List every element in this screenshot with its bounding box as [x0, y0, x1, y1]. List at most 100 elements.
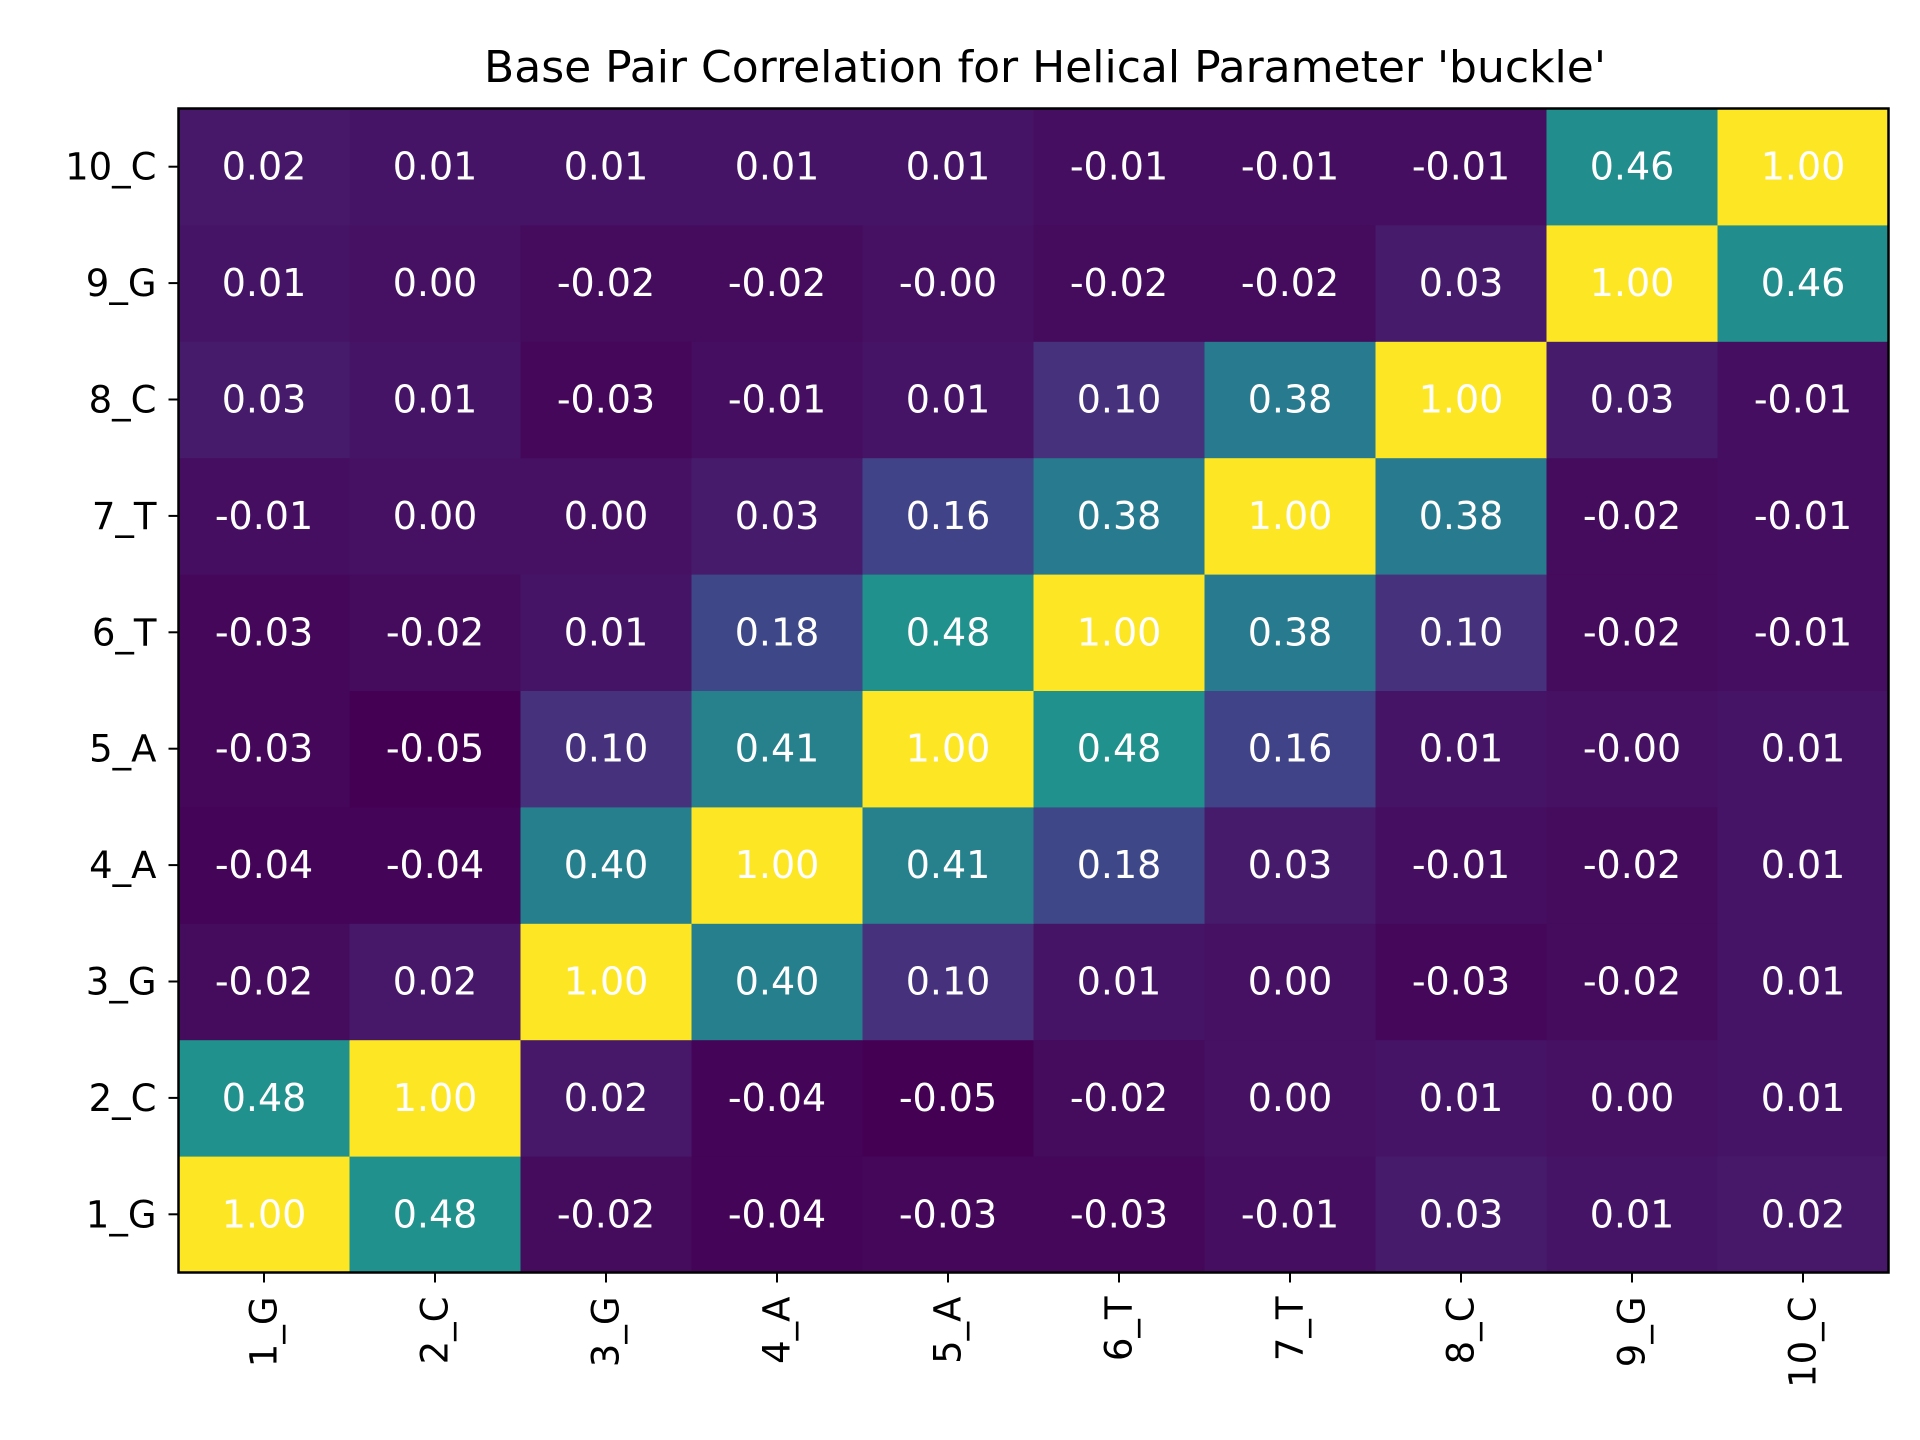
heatmap-cell-5_A-8_C: [1375, 690, 1547, 808]
heatmap-cell-1_G-10_C: [1717, 1156, 1889, 1273]
heatmap-cell-label-1_G-4_A: -0.04: [728, 1192, 826, 1236]
y-tick-label-4_A: 4_A: [89, 844, 156, 887]
heatmap-cell-label-3_G-3_G: 1.00: [564, 960, 649, 1004]
heatmap-cell-label-3_G-10_C: 0.01: [1761, 960, 1846, 1004]
heatmap-cell-6_T-3_G: [520, 574, 692, 691]
heatmap-cell-label-8_C-2_C: 0.01: [393, 378, 478, 422]
heatmap-cell-label-6_T-2_C: -0.02: [386, 610, 484, 654]
heatmap-cell-label-5_A-9_G: -0.00: [1583, 727, 1681, 771]
heatmap-cell-label-7_T-9_G: -0.02: [1583, 494, 1681, 538]
heatmap-cell-label-9_G-9_G: 1.00: [1590, 261, 1675, 305]
heatmap-cell-label-1_G-5_A: -0.03: [899, 1192, 997, 1236]
x-tick-label-5_A: 5_A: [927, 1297, 970, 1364]
heatmap-cell-2_C-1_G: [178, 1039, 350, 1157]
heatmap-cell-label-4_A-1_G: -0.04: [215, 843, 313, 887]
heatmap-cell-label-2_C-6_T: -0.02: [1070, 1076, 1168, 1120]
heatmap-cell-label-4_A-7_T: 0.03: [1248, 843, 1333, 887]
heatmap-cell-3_G-5_A: [862, 923, 1034, 1041]
heatmap-cell-8_C-8_C: [1375, 341, 1547, 459]
heatmap-cell-label-4_A-10_C: 0.01: [1761, 843, 1846, 887]
heatmap-cell-label-8_C-6_T: 0.10: [1077, 378, 1162, 422]
heatmap-cell-2_C-6_T: [1033, 1039, 1205, 1157]
heatmap-cell-label-6_T-6_T: 1.00: [1077, 610, 1162, 654]
heatmap-cell-10_C-6_T: [1033, 108, 1205, 226]
heatmap-cell-5_A-10_C: [1717, 690, 1889, 808]
heatmap-cell-6_T-9_G: [1546, 574, 1718, 691]
heatmap-cell-2_C-5_A: [862, 1039, 1034, 1157]
heatmap-cell-6_T-4_A: [691, 574, 863, 691]
heatmap-cell-label-2_C-10_C: 0.01: [1761, 1076, 1846, 1120]
heatmap-cell-4_A-7_T: [1204, 806, 1376, 924]
heatmap-cell-8_C-10_C: [1717, 341, 1889, 459]
heatmap-cell-label-6_T-10_C: -0.01: [1754, 610, 1852, 654]
heatmap-cell-10_C-5_A: [862, 108, 1034, 226]
heatmap-cell-label-7_T-10_C: -0.01: [1754, 494, 1852, 538]
heatmap-cell-label-1_G-8_C: 0.03: [1419, 1192, 1504, 1236]
heatmap-cells: [178, 108, 1889, 1273]
heatmap-cell-label-5_A-7_T: 0.16: [1248, 727, 1333, 771]
plot-frame: [177, 107, 1890, 1274]
heatmap-cell-9_G-7_T: [1204, 224, 1376, 342]
heatmap-cell-7_T-8_C: [1375, 457, 1547, 575]
heatmap-cell-label-8_C-4_A: -0.01: [728, 378, 826, 422]
heatmap-cell-label-2_C-5_A: -0.05: [899, 1076, 997, 1120]
y-tick-label-8_C: 8_C: [89, 379, 157, 422]
heatmap-cell-5_A-9_G: [1546, 690, 1718, 808]
heatmap-cell-label-1_G-9_G: 0.01: [1590, 1192, 1675, 1236]
y-tick-label-9_G: 9_G: [86, 262, 157, 305]
heatmap-cell-label-8_C-5_A: 0.01: [906, 378, 991, 422]
heatmap-cell-1_G-6_T: [1033, 1156, 1205, 1273]
heatmap-cell-9_G-6_T: [1033, 224, 1205, 342]
heatmap-cell-9_G-2_C: [349, 224, 521, 342]
heatmap-cell-label-4_A-5_A: 0.41: [906, 843, 991, 887]
heatmap-cell-label-6_T-5_A: 0.48: [906, 610, 991, 654]
heatmap-cell-4_A-2_C: [349, 806, 521, 924]
heatmap-cell-9_G-3_G: [520, 224, 692, 342]
heatmap-cell-5_A-5_A: [862, 690, 1034, 808]
heatmap-cell-9_G-10_C: [1717, 224, 1889, 342]
heatmap-cell-label-7_T-1_G: -0.01: [215, 494, 313, 538]
heatmap-cell-2_C-8_C: [1375, 1039, 1547, 1157]
heatmap-cell-10_C-1_G: [178, 108, 350, 226]
heatmap-cell-3_G-8_C: [1375, 923, 1547, 1041]
heatmap-cell-8_C-1_G: [178, 341, 350, 459]
heatmap-cell-label-8_C-1_G: 0.03: [222, 378, 307, 422]
heatmap-cell-label-10_C-7_T: -0.01: [1241, 145, 1339, 189]
heatmap-cell-3_G-7_T: [1204, 923, 1376, 1041]
heatmap-cell-1_G-9_G: [1546, 1156, 1718, 1273]
heatmap-cell-4_A-10_C: [1717, 806, 1889, 924]
y-tick-label-7_T: 7_T: [92, 495, 157, 538]
heatmap-cell-10_C-4_A: [691, 108, 863, 226]
heatmap-cell-9_G-5_A: [862, 224, 1034, 342]
heatmap-cell-label-5_A-6_T: 0.48: [1077, 727, 1162, 771]
heatmap-cell-label-8_C-8_C: 1.00: [1419, 378, 1504, 422]
heatmap-cell-6_T-8_C: [1375, 574, 1547, 691]
heatmap-cell-label-2_C-9_G: 0.00: [1590, 1076, 1675, 1120]
heatmap-cell-label-4_A-3_G: 0.40: [564, 843, 649, 887]
heatmap-cell-label-6_T-8_C: 0.10: [1419, 610, 1504, 654]
x-tick-label-4_A: 4_A: [756, 1297, 799, 1364]
heatmap-cell-10_C-2_C: [349, 108, 521, 226]
x-tick-label-2_C: 2_C: [414, 1297, 457, 1365]
heatmap-cell-label-10_C-8_C: -0.01: [1412, 145, 1510, 189]
heatmap-cell-label-2_C-3_G: 0.02: [564, 1076, 649, 1120]
heatmap-cell-label-7_T-5_A: 0.16: [906, 494, 991, 538]
x-tick-label-8_C: 8_C: [1440, 1297, 1483, 1365]
heatmap-cell-label-5_A-10_C: 0.01: [1761, 727, 1846, 771]
heatmap-cell-1_G-2_C: [349, 1156, 521, 1273]
heatmap-cell-3_G-4_A: [691, 923, 863, 1041]
heatmap-cell-label-8_C-3_G: -0.03: [557, 378, 655, 422]
heatmap-cell-label-7_T-6_T: 0.38: [1077, 494, 1162, 538]
heatmap-cell-label-3_G-9_G: -0.02: [1583, 960, 1681, 1004]
heatmap-cell-label-3_G-2_C: 0.02: [393, 960, 478, 1004]
heatmap-cell-8_C-9_G: [1546, 341, 1718, 459]
y-tick-label-10_C: 10_C: [65, 146, 156, 189]
heatmap-cell-2_C-2_C: [349, 1039, 521, 1157]
heatmap-cell-label-3_G-8_C: -0.03: [1412, 960, 1510, 1004]
heatmap-cell-label-4_A-6_T: 0.18: [1077, 843, 1162, 887]
heatmap-cell-label-6_T-7_T: 0.38: [1248, 610, 1333, 654]
heatmap-cell-label-1_G-1_G: 1.00: [222, 1192, 307, 1236]
heatmap-cell-7_T-2_C: [349, 457, 521, 575]
heatmap-cell-7_T-5_A: [862, 457, 1034, 575]
heatmap-cell-label-8_C-7_T: 0.38: [1248, 378, 1333, 422]
